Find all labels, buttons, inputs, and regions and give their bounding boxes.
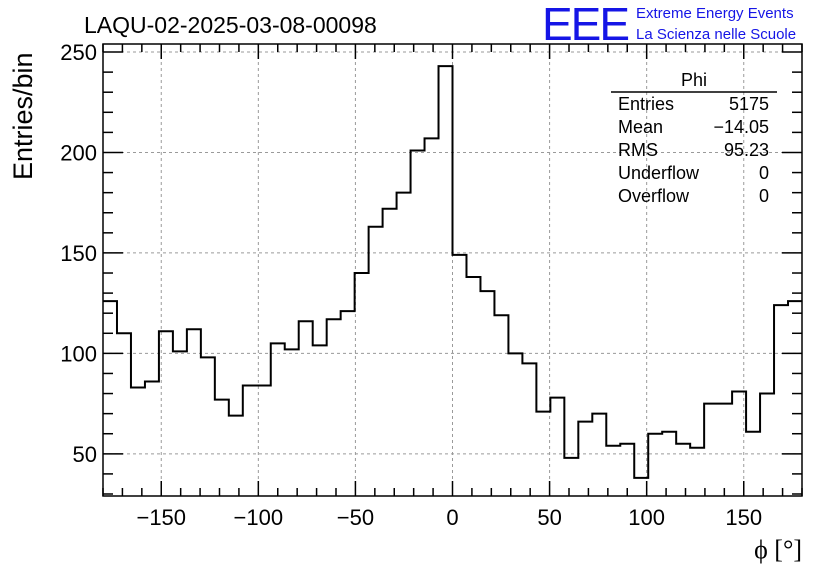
stats-value: 5175 [729,94,769,114]
stats-title: Phi [681,70,707,90]
axis-ticks [102,44,803,496]
x-tick-label: −100 [234,505,284,530]
x-tick-label: 150 [725,505,762,530]
stats-box: Phi Entries 5175 Mean −14.05 RMS 95.23 Underfl… [611,70,777,206]
y-tick-label: 100 [60,341,97,366]
y-tick-label: 250 [60,40,97,65]
stats-label: Underflow [618,163,700,183]
y-tick-label: 50 [73,442,97,467]
y-tick-labels: 50 100 150 200 250 [60,40,97,467]
x-tick-label: −150 [136,505,186,530]
x-tick-label: 100 [628,505,665,530]
eee-logo: EEE Extreme Energy Events La Scienza nel… [542,0,796,50]
y-axis-label: Entries/bin [8,52,38,180]
logo-line-1: Extreme Energy Events [636,5,794,22]
stats-value: 0 [759,186,769,206]
x-tick-label: 50 [537,505,561,530]
x-tick-label: −50 [337,505,374,530]
stats-value: 95.23 [724,140,769,160]
y-tick-label: 200 [60,140,97,165]
logo-mark: EEE [542,0,628,50]
x-tick-label: 0 [446,505,458,530]
logo-line-2: La Scienza nelle Scuole [636,26,796,43]
x-axis-label: ϕ [°] [754,535,802,564]
stats-rows: Entries 5175 Mean −14.05 RMS 95.23 Underflow 0 O… [618,94,769,206]
stats-label: Entries [618,94,674,114]
histogram-outline [103,65,802,479]
stats-label: RMS [618,140,658,160]
x-tick-labels: −150 −100 −50 0 50 100 150 [136,505,762,530]
stats-value: −14.05 [713,117,769,137]
y-tick-label: 150 [60,241,97,266]
stats-label: Mean [618,117,663,137]
stats-value: 0 [759,163,769,183]
chart-title: LAQU-02-2025-03-08-00098 [84,12,377,38]
stats-label: Overflow [618,186,690,206]
